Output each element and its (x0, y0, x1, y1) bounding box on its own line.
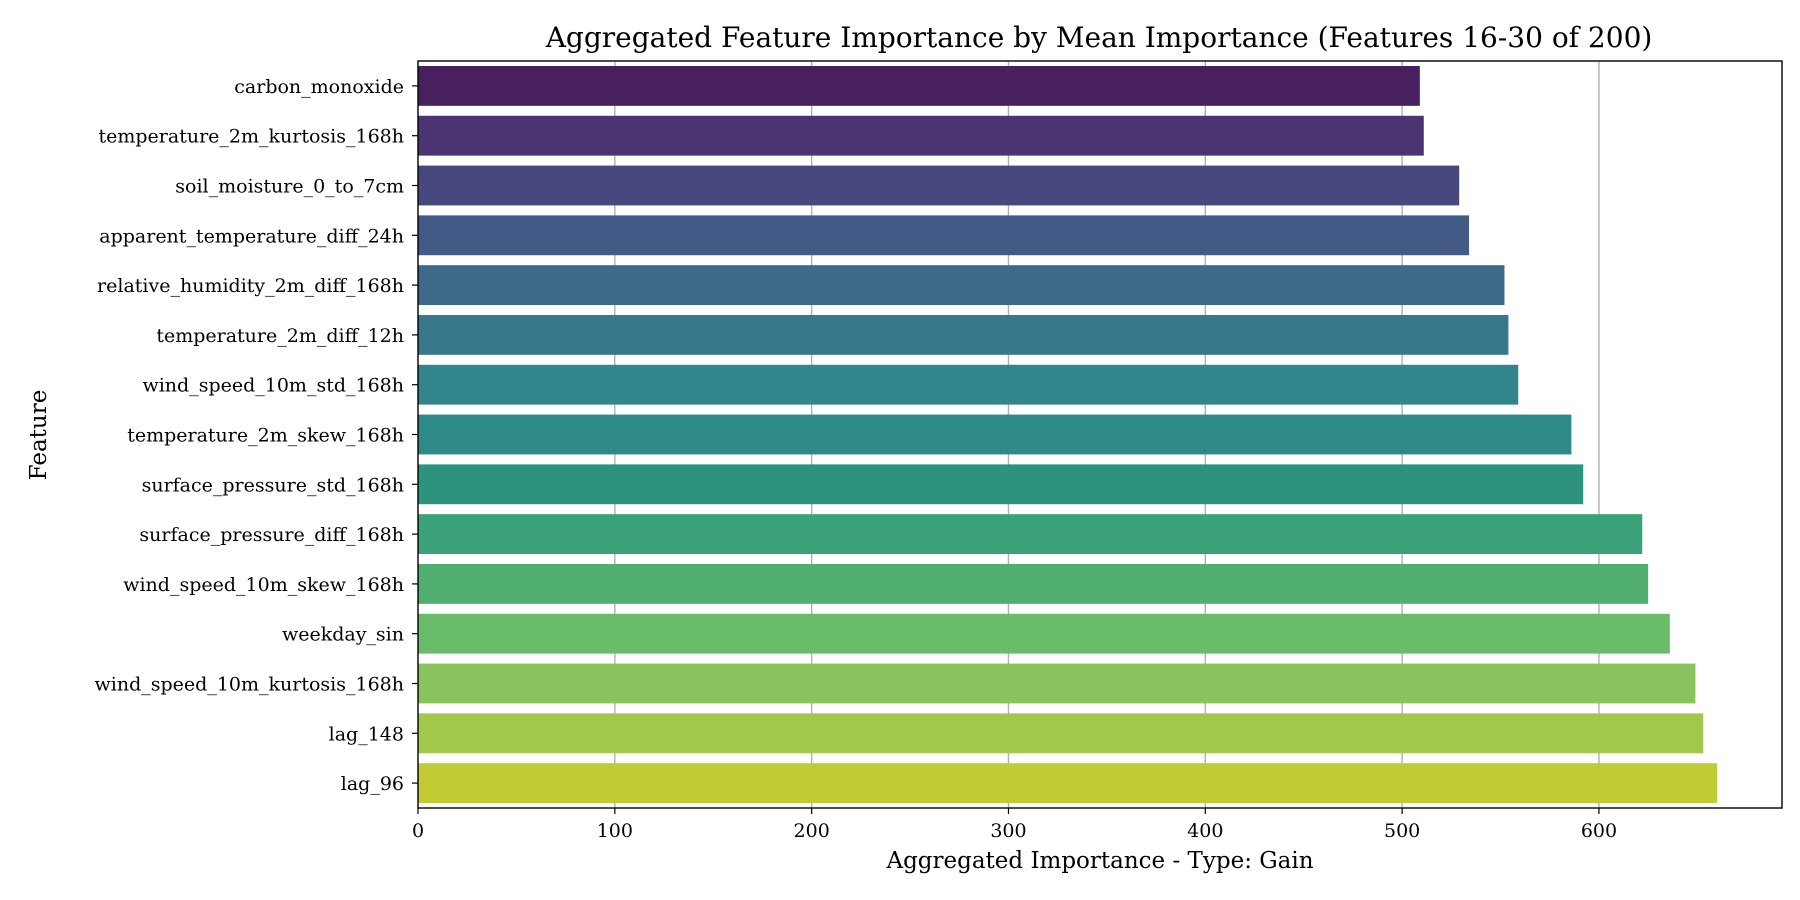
x-tick-label: 0 (412, 820, 424, 842)
x-tick-label: 300 (990, 820, 1026, 842)
bar-lag-148 (418, 713, 1704, 754)
y-tick-label: temperature_2m_kurtosis_168h (98, 126, 404, 148)
bar-carbon-monoxide (418, 65, 1420, 106)
y-tick-label: lag_96 (341, 773, 404, 795)
y-tick-label: soil_moisture_0_to_7cm (175, 176, 404, 198)
bar-surface-pressure-std-168h (418, 464, 1584, 505)
bar-temperature-2m-kurtosis-168h (418, 115, 1424, 156)
y-tick-label: temperature_2m_skew_168h (127, 425, 404, 447)
x-tick-label: 100 (597, 820, 633, 842)
y-tick-label: wind_speed_10m_skew_168h (123, 574, 404, 596)
bar-lag-96 (418, 763, 1718, 804)
y-tick-label: lag_148 (329, 723, 404, 745)
y-tick-label: wind_speed_10m_std_168h (142, 375, 404, 397)
y-tick-label: temperature_2m_diff_12h (156, 325, 404, 347)
y-axis-ticks: carbon_monoxide temperature_2m_kurtosis_1… (95, 76, 418, 795)
y-tick-label: carbon_monoxide (234, 76, 404, 98)
bar-wind-speed-10m-std-168h (418, 364, 1519, 405)
bar-weekday-sin (418, 613, 1670, 654)
bar-temperature-2m-skew-168h (418, 414, 1572, 455)
y-tick-label: wind_speed_10m_kurtosis_168h (95, 674, 404, 696)
bar-surface-pressure-diff-168h (418, 514, 1643, 555)
x-axis-ticks: 0 100 200 300 400 500 600 (412, 808, 1617, 842)
y-tick-label: relative_humidity_2m_diff_168h (97, 275, 404, 297)
bar-temperature-2m-diff-12h (418, 314, 1509, 355)
y-tick-label: weekday_sin (282, 624, 404, 646)
y-tick-label: apparent_temperature_diff_24h (99, 225, 404, 247)
x-axis-label: Aggregated Importance - Type: Gain (885, 848, 1313, 874)
y-tick-label: surface_pressure_std_168h (142, 474, 404, 496)
bar-apparent-temperature-diff-24h (418, 215, 1470, 256)
y-axis-label: Feature (26, 390, 52, 481)
chart-title: Aggregated Feature Importance by Mean Im… (545, 21, 1653, 54)
x-tick-label: 200 (794, 820, 830, 842)
bar-wind-speed-10m-skew-168h (418, 563, 1649, 604)
x-tick-label: 600 (1581, 820, 1617, 842)
bar-wind-speed-10m-kurtosis-168h (418, 663, 1696, 704)
x-tick-label: 400 (1187, 820, 1223, 842)
x-tick-label: 500 (1384, 820, 1420, 842)
y-tick-label: surface_pressure_diff_168h (139, 524, 404, 546)
bars (418, 65, 1718, 804)
bar-soil-moisture-0-to-7cm (418, 165, 1460, 206)
bar-relative-humidity-2m-diff-168h (418, 265, 1505, 306)
